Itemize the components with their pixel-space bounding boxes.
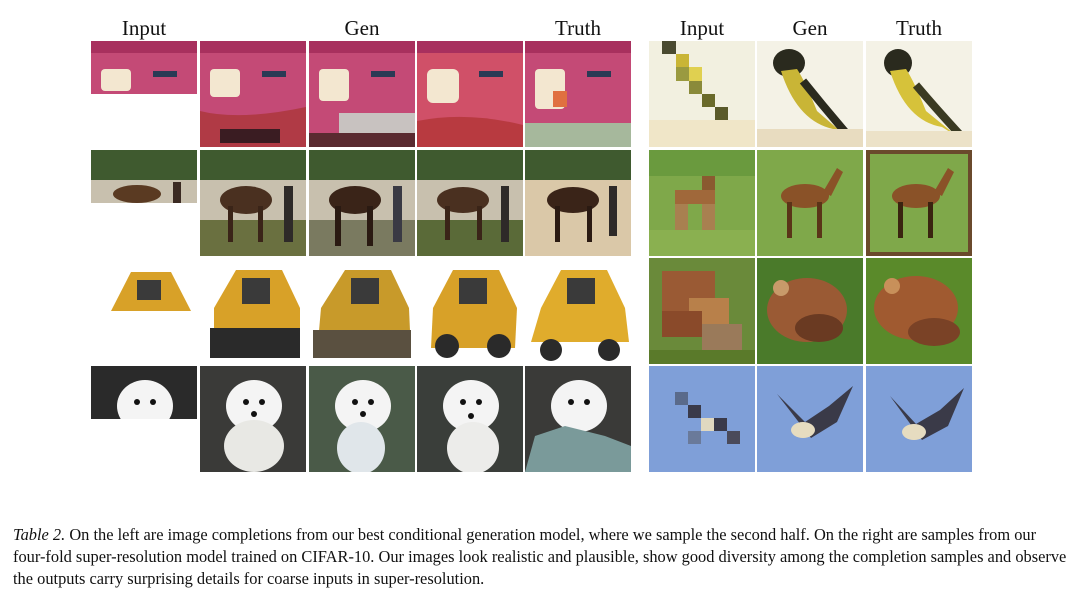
right-header-truth: Truth	[896, 16, 942, 40]
right-header-gen: Gen	[792, 16, 828, 40]
superres-frog-gen	[757, 258, 863, 364]
completion-horse-input	[91, 150, 197, 256]
caption-label: Table 2.	[13, 525, 66, 544]
superres-sky-bird-truth	[866, 366, 972, 472]
completion-horse-gen-2	[309, 150, 415, 256]
completion-dog-gen-1	[200, 366, 306, 472]
left-header-gen: Gen	[344, 16, 380, 40]
superres-bird-truth	[866, 41, 972, 147]
completion-car-gen-1	[200, 41, 306, 147]
completion-horse-gen-1	[200, 150, 306, 256]
caption-text: On the left are image completions from o…	[13, 525, 1067, 588]
superres-sky-bird-input	[649, 366, 755, 472]
completion-dog-truth	[525, 366, 631, 472]
superres-frog-input	[649, 258, 755, 364]
left-header-input: Input	[121, 16, 167, 40]
completion-truck-input	[91, 258, 197, 364]
completion-dog-input	[91, 366, 197, 472]
completion-car-truth	[525, 41, 631, 147]
superres-frog-truth	[866, 258, 972, 364]
superres-bird-gen	[757, 41, 863, 147]
superres-horse-gen	[757, 150, 863, 256]
right-header-input: Input	[679, 16, 725, 40]
left-header-truth: Truth	[555, 16, 601, 40]
completion-dog-gen-3	[417, 366, 523, 472]
completion-horse-gen-3	[417, 150, 523, 256]
completion-horse-truth	[525, 150, 631, 256]
superres-horse-truth	[866, 150, 972, 256]
completion-truck-gen-3	[417, 258, 523, 364]
completion-car-input	[91, 41, 197, 147]
completion-truck-truth	[525, 258, 631, 364]
completion-truck-gen-1	[200, 258, 306, 364]
superres-horse-input	[649, 150, 755, 256]
superres-bird-input	[649, 41, 755, 147]
completion-car-gen-3	[417, 41, 523, 147]
superres-sky-bird-gen	[757, 366, 863, 472]
completion-truck-gen-2	[309, 258, 415, 364]
completion-dog-gen-2	[309, 366, 415, 472]
table-caption: Table 2. On the left are image completio…	[13, 524, 1071, 590]
completion-car-gen-2	[309, 41, 415, 147]
